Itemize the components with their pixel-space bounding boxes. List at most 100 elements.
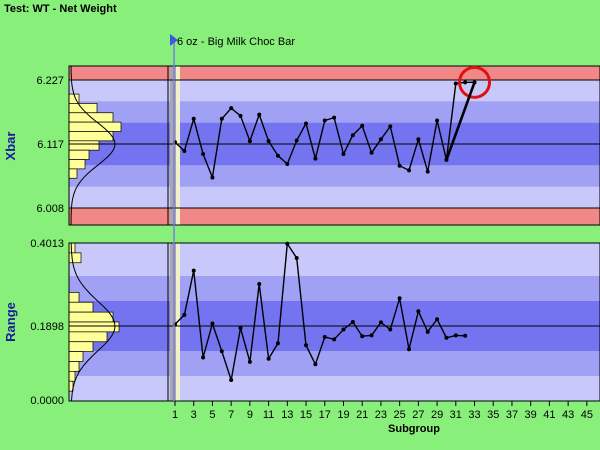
x-tick-label: 43 — [562, 409, 574, 421]
x-tick-label: 5 — [209, 409, 215, 421]
range-data-point — [444, 335, 449, 340]
xbar-zone-upper-b — [69, 101, 600, 123]
range-data-point — [332, 337, 337, 342]
xbar-data-point — [285, 161, 290, 166]
xbar-data-point — [247, 139, 252, 144]
xbar-histogram-bin — [68, 131, 114, 142]
range-data-point — [266, 356, 271, 361]
range-data-point — [285, 241, 290, 246]
range-data-point — [275, 341, 280, 346]
chart-title: Test: WT - Net Weight — [4, 3, 117, 15]
range-zones — [69, 243, 600, 401]
range-axis-label: Range — [3, 302, 18, 342]
range-histogram-bin — [68, 321, 120, 333]
range-data-point — [182, 312, 187, 317]
x-tick-label: 7 — [228, 409, 234, 421]
x-tick-label: 9 — [247, 409, 253, 421]
x-tick-label: 29 — [431, 409, 443, 421]
xbar-data-point — [407, 168, 411, 173]
range-border — [68, 242, 600, 402]
range-zone-upper-b — [69, 276, 600, 301]
range-histogram-bin — [68, 252, 82, 264]
xbar-histogram-bin — [68, 121, 122, 132]
xbar-data-point — [360, 123, 365, 128]
range-data-point — [369, 333, 374, 338]
xbar-data-point — [425, 169, 430, 174]
xbar-data-point — [229, 106, 234, 111]
range-data-point — [247, 359, 252, 364]
x-tick-label: 15 — [300, 409, 312, 421]
product-annotation: 6 oz - Big Milk Choc Bar — [170, 34, 295, 401]
range-data-point — [416, 309, 421, 314]
xbar-histogram — [68, 66, 122, 226]
x-tick-label: 23 — [375, 409, 387, 421]
range-histogram-bin — [68, 301, 94, 313]
range-data-point — [304, 343, 309, 348]
out-of-control-marker — [458, 65, 492, 99]
range-data-point — [294, 255, 299, 260]
x-tick-label: 3 — [191, 409, 197, 421]
xbar-normal-curve — [70, 66, 116, 226]
x-tick-label: 1 — [172, 409, 178, 421]
xbar-data-point — [322, 118, 327, 123]
range-histogram — [68, 242, 120, 402]
xbar-histogram-bin — [68, 149, 90, 160]
xbar-ucl-tick: 6.227 — [36, 75, 64, 87]
xbar-border — [68, 65, 600, 226]
xbar-axis-label: Xbar — [3, 132, 18, 161]
x-tick-label: 37 — [506, 409, 518, 421]
xbar-data-point — [388, 124, 393, 129]
x-tick-label: 25 — [394, 409, 406, 421]
range-gap-column — [170, 243, 176, 401]
range-histogram-bin — [68, 311, 114, 323]
xbar-zones — [69, 66, 600, 225]
range-data-point — [388, 327, 393, 332]
xbar-data-point — [350, 133, 355, 138]
xbar-data-point — [275, 153, 280, 158]
range-data-point — [313, 362, 318, 367]
x-tick-label: 13 — [281, 409, 293, 421]
range-lcl-tick: 0.0000 — [30, 395, 64, 407]
range-series-line — [174, 241, 466, 381]
x-tick-label: 21 — [356, 409, 368, 421]
range-data-point — [360, 334, 365, 339]
range-data-point — [210, 321, 215, 326]
range-data-point — [322, 334, 327, 339]
range-data-point — [425, 329, 430, 334]
x-tick-label: 27 — [412, 409, 424, 421]
xbar-data-point — [294, 138, 299, 143]
range-normal-curve — [70, 242, 116, 402]
range-data-point — [341, 327, 346, 332]
xbar-lcl-tick: 6.008 — [36, 203, 64, 215]
range-data-point — [350, 319, 355, 324]
x-tick-label: 17 — [319, 409, 331, 421]
xbar-zone-above-ucl — [69, 66, 600, 80]
xbar-shift-segment — [445, 81, 476, 161]
range-histogram-bin — [68, 361, 80, 372]
xbar-histogram-bin — [68, 168, 78, 179]
x-tick-label: 35 — [487, 409, 499, 421]
xbar-data-point — [332, 115, 337, 120]
xbar-data-point — [416, 137, 421, 142]
range-ucl-tick: 0.4013 — [30, 238, 64, 250]
range-data-point — [407, 347, 411, 352]
xbar-data-point — [435, 118, 440, 123]
xbar-data-point — [219, 116, 224, 121]
xbar-data-point — [341, 151, 346, 156]
xbar-series — [173, 65, 492, 181]
xbar-data-point — [304, 121, 309, 126]
x-tick-label: 33 — [468, 409, 480, 421]
range-histogram-bin — [68, 351, 84, 362]
range-data-point — [257, 282, 262, 287]
xbar-center-tick: 6.117 — [37, 139, 64, 151]
xbar-histogram-bin — [68, 103, 98, 114]
x-tick-label: 31 — [450, 409, 462, 421]
xbar-histogram-bin — [68, 140, 100, 151]
range-data-point — [453, 333, 458, 338]
xbar-control-lines — [68, 65, 600, 226]
range-histogram-bin — [68, 341, 94, 352]
range-histogram-bin — [68, 371, 76, 382]
x-axis-label: Subgroup — [388, 423, 440, 435]
range-data-point — [378, 320, 383, 325]
range-zone-lower-b — [69, 351, 600, 376]
